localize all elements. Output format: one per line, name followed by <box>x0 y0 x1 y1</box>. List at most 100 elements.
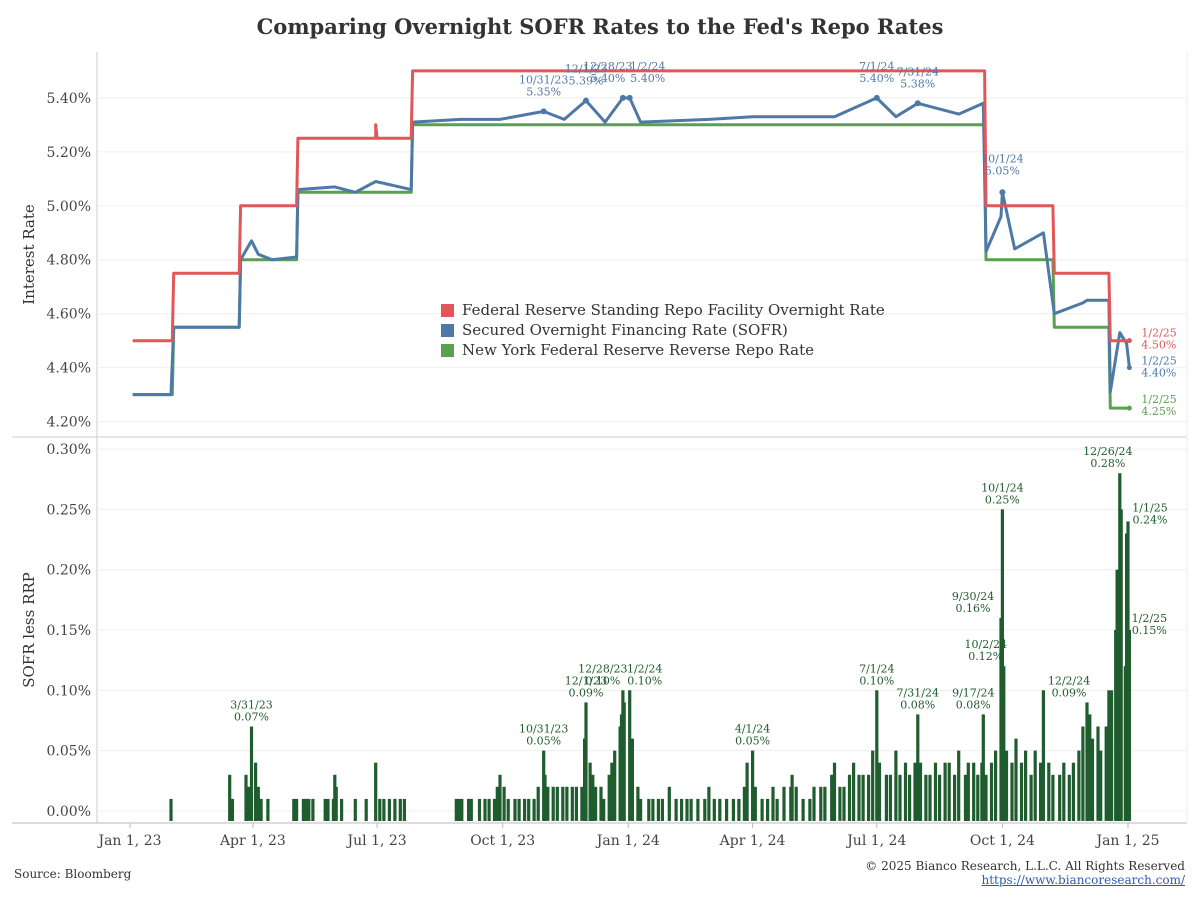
spread-bar <box>751 750 755 821</box>
annotation-label: 12/1/23 <box>565 63 607 76</box>
spread-bar <box>861 774 865 821</box>
annotation-label: 12/2/24 <box>1048 674 1090 687</box>
y-tick-label: 0.10% <box>47 683 91 699</box>
spread-bar <box>1081 726 1085 821</box>
spread-bar <box>871 750 875 821</box>
y-tick-label: 5.40% <box>47 91 91 107</box>
spread-bar <box>689 798 693 821</box>
series-line-rrp <box>132 123 1130 410</box>
spread-bar <box>963 774 968 821</box>
spread-bar <box>852 762 856 821</box>
spread-bar <box>259 798 263 821</box>
spread-bar <box>506 798 510 821</box>
spread-bar <box>364 798 368 821</box>
spread-bar <box>622 702 626 821</box>
annotation-marker <box>914 100 921 107</box>
legend-swatch-rrp <box>441 343 454 357</box>
spread-bar <box>928 774 932 821</box>
spread-bar <box>830 774 834 821</box>
spread-bar <box>492 798 497 821</box>
spread-bar <box>543 774 547 821</box>
annotation-label: 10/1/24 <box>981 481 1023 494</box>
spread-bar <box>838 786 842 821</box>
spread-bar <box>487 798 491 821</box>
annotation-label: 12/1/23 <box>565 674 607 687</box>
spread-bar <box>957 750 961 821</box>
spread-bar <box>782 786 786 821</box>
spread-bar <box>1085 702 1089 821</box>
website-link[interactable]: https://www.biancoresearch.com/ <box>981 873 1185 887</box>
spread-bar <box>574 786 578 821</box>
spread-bar <box>794 786 798 821</box>
spread-bar <box>933 762 938 821</box>
spread-bar <box>1051 774 1055 821</box>
spread-bar <box>1104 726 1108 821</box>
annotation-value: 5.40% <box>590 72 625 85</box>
spread-bar <box>292 798 296 821</box>
spread-bar <box>607 774 611 821</box>
spread-bar <box>169 798 173 821</box>
x-tick-label: Apr 1, 23 <box>219 833 286 849</box>
annotation-label: 7/31/24 <box>897 65 939 78</box>
spread-bar <box>323 798 327 821</box>
legend-label-rrp: New York Federal Reserve Reverse Repo Ra… <box>462 341 815 359</box>
spread-bar <box>888 774 892 821</box>
spread-bar <box>725 798 729 821</box>
annotation-marker <box>626 94 633 101</box>
x-tick-label: Oct 1, 23 <box>470 833 535 849</box>
spread-bar <box>947 762 951 821</box>
annotation-value: 4.25% <box>1141 405 1176 418</box>
annotation-label: 7/31/24 <box>897 686 939 699</box>
spread-bar <box>1090 738 1095 821</box>
spread-bar <box>1127 630 1131 821</box>
spread-bar <box>753 786 757 821</box>
x-tick-label: Jul 1, 23 <box>346 833 407 849</box>
spread-bar <box>674 798 678 821</box>
spread-bar <box>913 762 917 821</box>
annotation-label: 1/2/25 <box>1141 355 1176 368</box>
spread-bar <box>667 786 671 821</box>
spread-bar <box>353 798 357 821</box>
spread-bar <box>254 762 258 821</box>
annotation-value: 0.10% <box>627 674 662 687</box>
y-tick-label: 4.80% <box>47 253 91 269</box>
spread-bar <box>382 798 386 821</box>
spread-bar <box>591 774 595 821</box>
spread-bar <box>594 786 598 821</box>
spread-bar <box>994 750 998 821</box>
annotation-label: 4/1/24 <box>735 723 770 736</box>
spread-bar <box>875 690 879 821</box>
spread-bar <box>1029 774 1033 821</box>
annotation-value: 0.25% <box>985 493 1020 506</box>
annotation-value: 0.24% <box>1133 513 1168 526</box>
annotation-label: 7/1/24 <box>859 60 894 73</box>
spread-bar <box>454 798 458 821</box>
spread-bar <box>867 774 871 821</box>
spread-bar <box>884 774 888 821</box>
annotation-value: 5.38% <box>900 77 935 90</box>
annotation-label: 1/1/25 <box>1132 501 1167 514</box>
spread-bar <box>1110 690 1114 821</box>
spread-bar <box>1000 509 1004 821</box>
spread-bar <box>304 798 308 821</box>
annotation-value: 0.05% <box>526 735 561 748</box>
series-line-srf <box>132 69 1130 343</box>
spread-bar <box>247 786 251 821</box>
spread-bar <box>546 786 550 821</box>
annotation-label: 12/26/24 <box>1083 445 1132 458</box>
spread-bar <box>1014 738 1018 821</box>
spread-bar <box>898 774 902 821</box>
spread-bar <box>1115 569 1119 821</box>
annotation-value: 5.40% <box>859 72 894 85</box>
legend-swatch-sofr <box>441 323 454 337</box>
spread-bar <box>307 798 311 821</box>
spread-bar <box>457 798 461 821</box>
spread-bar <box>378 798 382 821</box>
spread-bar <box>599 786 603 821</box>
annotation-label: 9/17/24 <box>952 686 994 699</box>
spread-bar <box>894 750 898 821</box>
annotation-value: 0.05% <box>735 735 770 748</box>
annotation-marker <box>540 108 547 115</box>
spread-bar <box>502 786 506 821</box>
